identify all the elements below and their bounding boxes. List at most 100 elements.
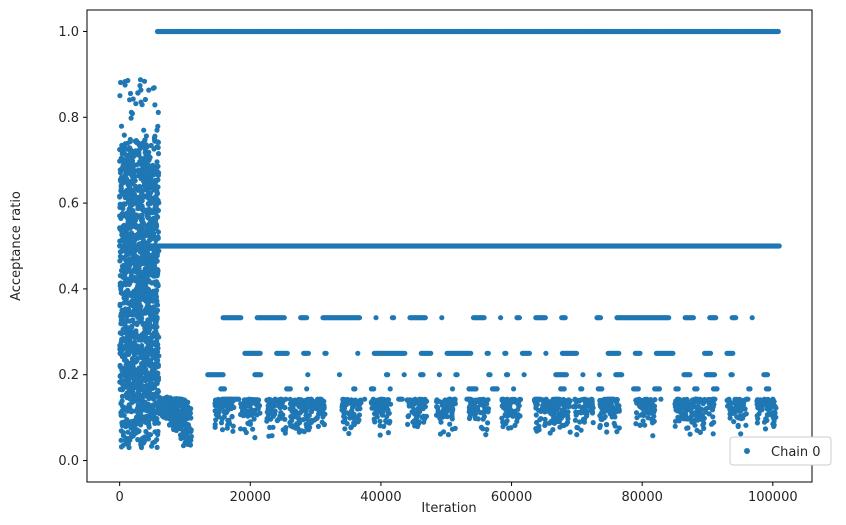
- data-point: [118, 411, 125, 417]
- data-point: [350, 411, 356, 417]
- data-point: [123, 439, 129, 445]
- data-point: [165, 406, 171, 412]
- data-point: [702, 409, 709, 415]
- data-point: [146, 201, 152, 207]
- data-point: [738, 431, 744, 437]
- data-point: [134, 419, 140, 425]
- data-point: [145, 188, 151, 194]
- data-point: [144, 420, 150, 426]
- data-point: [131, 339, 138, 345]
- data-point: [480, 399, 486, 405]
- data-point: [124, 237, 130, 243]
- data-point: [149, 443, 155, 449]
- data-point: [148, 142, 154, 149]
- data-point: [155, 283, 161, 289]
- data-point: [119, 148, 125, 154]
- data-point: [118, 79, 124, 86]
- data-point: [705, 397, 711, 403]
- data-point: [251, 416, 257, 422]
- data-point: [485, 397, 491, 403]
- data-point: [154, 144, 160, 150]
- data-point: [410, 401, 417, 407]
- data-point: [257, 350, 263, 356]
- data-point: [141, 171, 148, 177]
- data-point: [142, 437, 148, 443]
- data-point: [125, 77, 131, 84]
- data-point: [132, 332, 138, 338]
- data-point: [611, 420, 617, 426]
- data-point: [284, 350, 290, 356]
- data-point: [181, 411, 187, 417]
- data-point: [317, 396, 323, 402]
- data-point: [142, 137, 148, 143]
- data-point: [701, 420, 707, 426]
- data-point: [515, 399, 522, 405]
- data-point: [319, 404, 325, 410]
- data-point: [153, 294, 160, 300]
- data-point: [764, 372, 771, 378]
- data-point: [137, 83, 143, 89]
- data-point: [341, 405, 348, 411]
- data-point: [155, 109, 161, 115]
- data-point: [487, 372, 493, 378]
- data-point: [401, 372, 407, 378]
- data-point: [526, 350, 533, 356]
- data-point: [418, 398, 424, 404]
- data-point: [119, 247, 125, 253]
- data-point: [506, 407, 513, 413]
- data-point: [136, 314, 142, 320]
- data-point: [508, 425, 514, 431]
- data-point: [688, 406, 694, 412]
- data-point: [122, 276, 128, 282]
- data-point: [579, 386, 585, 392]
- data-point: [149, 246, 155, 252]
- data-point: [373, 315, 379, 321]
- data-point: [306, 412, 312, 418]
- data-point: [282, 430, 288, 436]
- data-point: [183, 432, 190, 438]
- data-point: [287, 396, 293, 402]
- data-point: [140, 227, 146, 233]
- data-point: [402, 350, 408, 356]
- x-tick-label: 0: [116, 490, 124, 505]
- data-point: [444, 408, 450, 414]
- data-point: [127, 97, 133, 103]
- data-point: [128, 147, 134, 153]
- data-point: [117, 170, 124, 176]
- data-point: [137, 187, 143, 193]
- data-point: [154, 307, 161, 313]
- data-point: [274, 418, 280, 424]
- data-point: [711, 419, 717, 425]
- data-point: [707, 350, 714, 356]
- data-point: [735, 423, 741, 430]
- data-point: [253, 402, 259, 408]
- data-point: [543, 350, 549, 356]
- data-point: [228, 398, 234, 404]
- data-point: [754, 397, 761, 403]
- data-point: [144, 257, 150, 263]
- data-point: [138, 205, 144, 211]
- data-point: [714, 386, 720, 392]
- data-point: [133, 395, 139, 401]
- data-point: [769, 398, 775, 404]
- data-point: [755, 405, 761, 411]
- data-point: [515, 412, 521, 418]
- data-point: [265, 398, 271, 404]
- data-point: [776, 243, 782, 249]
- data-point: [694, 386, 700, 392]
- data-point: [597, 422, 603, 429]
- data-point: [130, 177, 136, 184]
- data-point: [128, 115, 134, 121]
- data-point: [139, 417, 145, 423]
- data-point: [442, 413, 449, 419]
- data-point: [742, 406, 748, 412]
- data-point: [155, 428, 161, 435]
- data-point: [737, 415, 743, 421]
- data-point: [164, 394, 170, 400]
- data-point: [315, 423, 321, 429]
- x-axis-label: Iteration: [421, 501, 476, 516]
- data-point: [220, 372, 226, 378]
- data-point: [118, 428, 124, 434]
- data-point: [122, 145, 128, 151]
- data-point: [145, 213, 151, 219]
